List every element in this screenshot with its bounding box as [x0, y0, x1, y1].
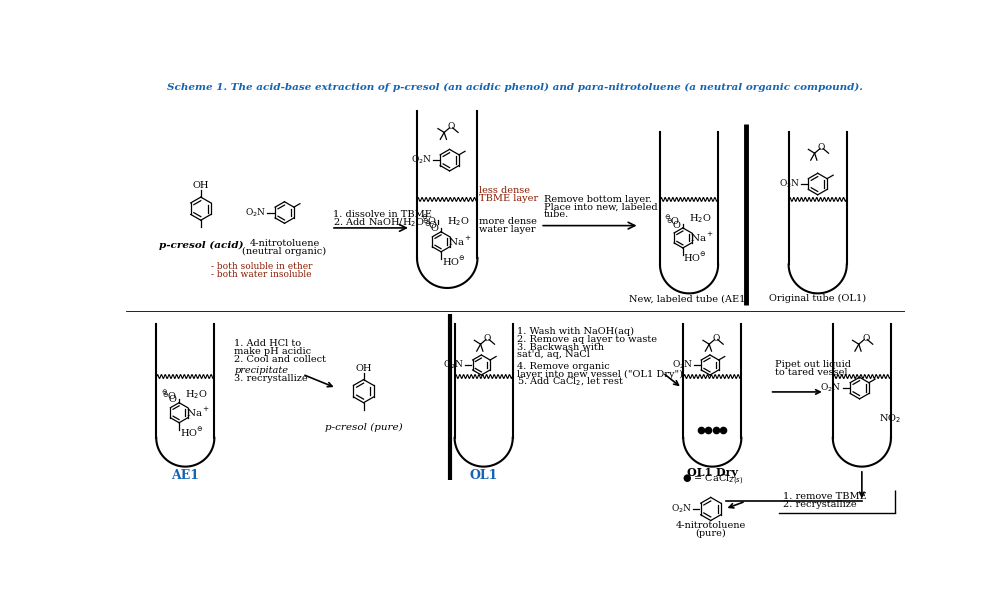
Text: 1. Add HCl to: 1. Add HCl to	[234, 339, 302, 348]
Text: Na$^+$: Na$^+$	[186, 406, 210, 419]
Text: AE1: AE1	[171, 469, 199, 482]
Text: $^{\ominus}$O: $^{\ominus}$O	[664, 214, 679, 227]
Text: 4-nitrotoluene: 4-nitrotoluene	[675, 521, 746, 530]
Text: O$_2$N: O$_2$N	[671, 359, 692, 371]
Text: H$_2$O: H$_2$O	[185, 388, 207, 400]
Text: OH: OH	[193, 181, 209, 190]
Text: precipitate: precipitate	[234, 366, 288, 375]
Text: O$_2$N: O$_2$N	[410, 154, 432, 166]
Text: O: O	[713, 333, 720, 342]
Text: Na$^+$: Na$^+$	[690, 232, 715, 245]
Text: $^{\ominus}$O: $^{\ominus}$O	[424, 221, 439, 235]
Text: HO$^{\ominus}$: HO$^{\ominus}$	[180, 426, 203, 439]
Text: more dense: more dense	[479, 217, 537, 226]
Text: $^{\ominus}$O: $^{\ominus}$O	[161, 389, 176, 402]
Text: less dense: less dense	[479, 187, 530, 195]
Text: $^{\ominus}$O: $^{\ominus}$O	[421, 214, 436, 227]
Text: (pure): (pure)	[695, 529, 727, 538]
Text: 1. remove TBME: 1. remove TBME	[783, 492, 866, 501]
Text: TBME layer: TBME layer	[479, 194, 538, 203]
Text: $^{\ominus}$O: $^{\ominus}$O	[162, 392, 178, 405]
Text: O: O	[818, 142, 825, 152]
Text: 5. Add CaCl$_2$, let rest: 5. Add CaCl$_2$, let rest	[517, 376, 624, 388]
Text: layer into new vessel ("OL1 Dry"): layer into new vessel ("OL1 Dry")	[517, 370, 683, 379]
Text: 2. Remove aq layer to waste: 2. Remove aq layer to waste	[517, 335, 657, 344]
Text: sat'd, aq, NaCl: sat'd, aq, NaCl	[517, 351, 590, 360]
Text: $^{\ominus}$O: $^{\ominus}$O	[665, 217, 681, 230]
Text: O$_2$N: O$_2$N	[820, 382, 842, 394]
Text: - both soluble in ether: - both soluble in ether	[211, 262, 313, 271]
Text: O$_2$N: O$_2$N	[779, 178, 800, 190]
Text: O: O	[447, 122, 455, 131]
Text: water layer: water layer	[479, 225, 536, 234]
Text: O$_2$N: O$_2$N	[671, 503, 692, 515]
Text: p-cresol (pure): p-cresol (pure)	[325, 423, 402, 432]
Text: ● = CaCl$_{2(s)}$: ● = CaCl$_{2(s)}$	[681, 472, 743, 487]
Text: make pH acidic: make pH acidic	[234, 347, 312, 355]
Text: 2. recrystallize: 2. recrystallize	[783, 500, 856, 509]
Text: - both water insoluble: - both water insoluble	[211, 270, 312, 278]
Text: 2. Cool and collect: 2. Cool and collect	[234, 355, 327, 364]
Text: 4. Remove organic: 4. Remove organic	[517, 362, 610, 371]
Text: 1. dissolve in TBME: 1. dissolve in TBME	[334, 209, 432, 219]
Text: tube.: tube.	[544, 210, 570, 219]
Text: O$_2$N: O$_2$N	[443, 359, 464, 371]
Text: H$_2$O: H$_2$O	[688, 213, 712, 225]
Text: Original tube (OL1): Original tube (OL1)	[769, 294, 866, 303]
Text: p-cresol (acid): p-cresol (acid)	[159, 241, 243, 250]
Text: O: O	[483, 333, 491, 342]
Text: HO$^{\ominus}$: HO$^{\ominus}$	[683, 251, 708, 264]
Text: O: O	[862, 333, 869, 342]
Text: OL1 Dry: OL1 Dry	[686, 466, 738, 477]
Text: Scheme 1. The acid-base extraction of p-cresol (an acidic phenol) and para-nitro: Scheme 1. The acid-base extraction of p-…	[167, 83, 862, 92]
Text: OH: OH	[356, 363, 372, 373]
Text: 4-nitrotoluene: 4-nitrotoluene	[249, 239, 320, 248]
Text: 1. Wash with NaOH(aq): 1. Wash with NaOH(aq)	[517, 327, 634, 336]
Text: 2. Add NaOH/H$_2$O: 2. Add NaOH/H$_2$O	[334, 216, 425, 229]
Text: Na$^+$: Na$^+$	[448, 235, 472, 248]
Text: New, labeled tube (AE1): New, labeled tube (AE1)	[629, 294, 749, 303]
Text: OL1: OL1	[469, 469, 497, 482]
Text: (neutral organic): (neutral organic)	[242, 246, 327, 256]
Text: 3. recrystallize: 3. recrystallize	[234, 375, 308, 383]
Text: $^{\ominus}$O: $^{\ominus}$O	[422, 217, 438, 230]
Text: Place into new, labeled: Place into new, labeled	[544, 203, 657, 212]
Text: H$_2$O: H$_2$O	[447, 216, 469, 228]
Text: Remove bottom layer.: Remove bottom layer.	[544, 195, 652, 204]
Text: O$_2$N: O$_2$N	[245, 206, 266, 219]
Text: Pipet out liquid: Pipet out liquid	[775, 360, 851, 370]
Text: 3. Backwash with: 3. Backwash with	[517, 342, 604, 352]
Text: HO$^{\ominus}$: HO$^{\ominus}$	[441, 254, 465, 267]
Text: NO$_2$: NO$_2$	[879, 413, 901, 425]
Text: to tared vessel: to tared vessel	[775, 368, 847, 377]
